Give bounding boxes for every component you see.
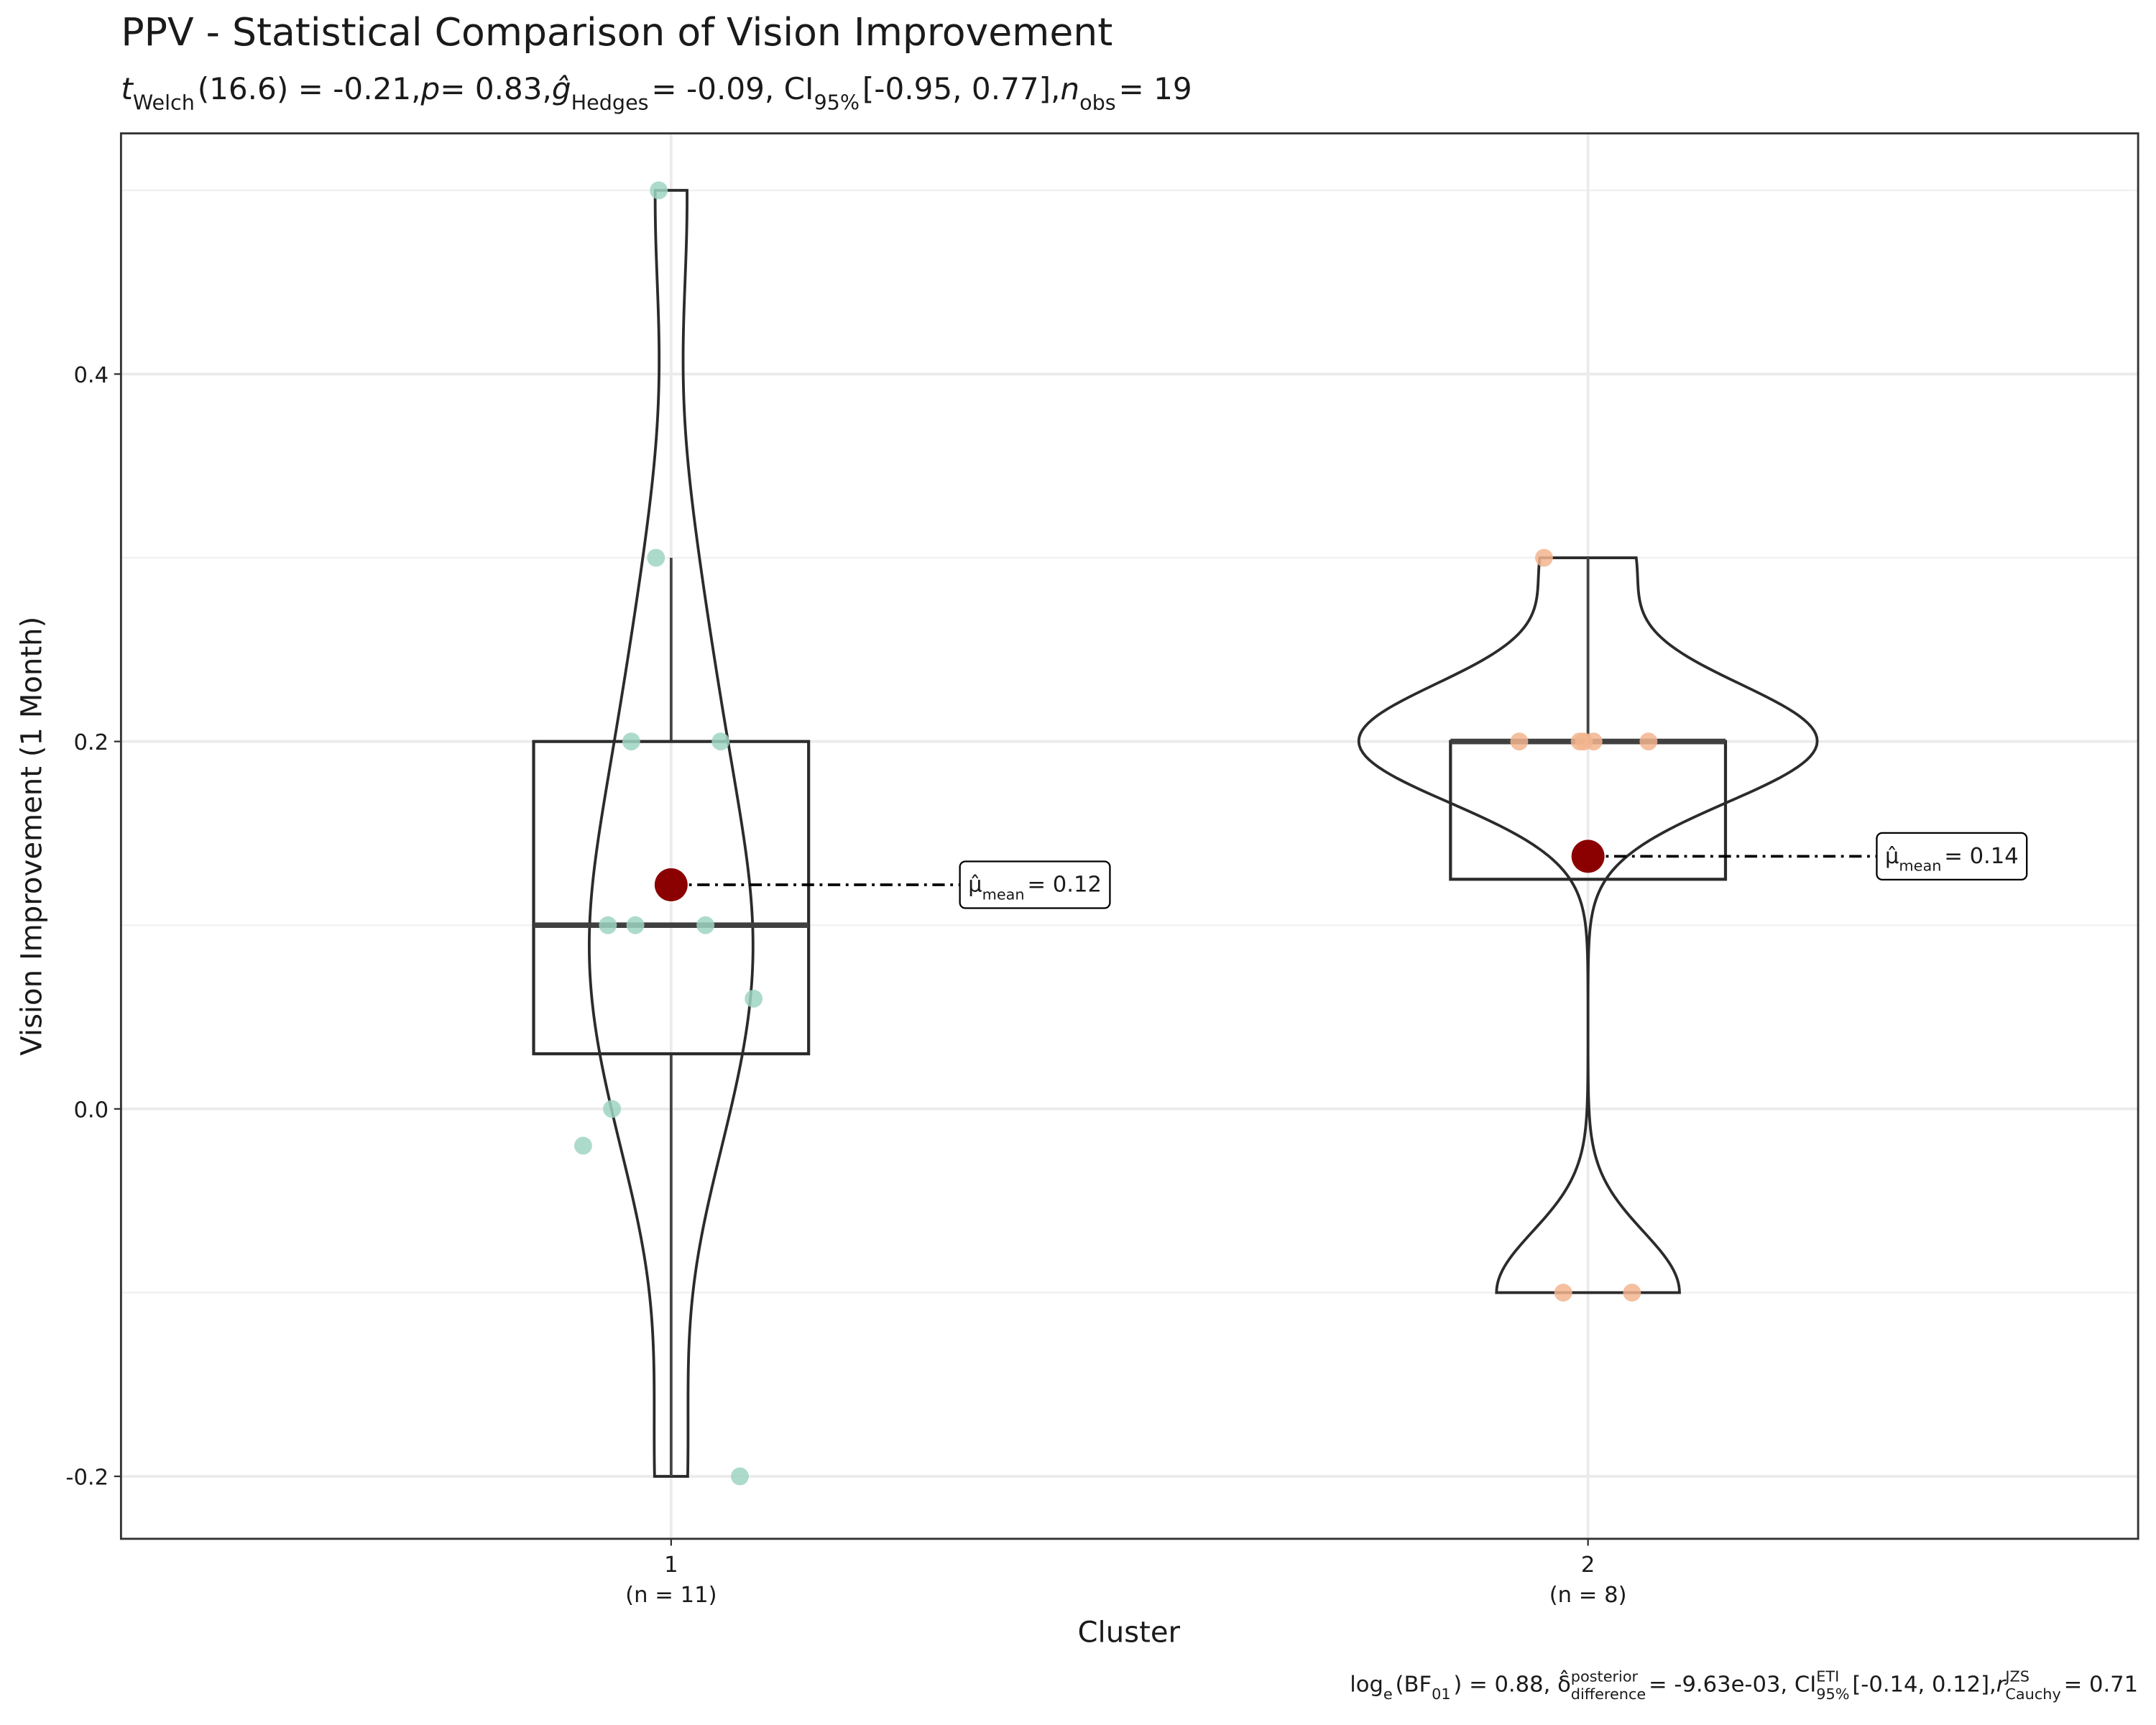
caption-part: ) = 0.88, δ̂ — [1453, 1670, 1570, 1698]
data-point — [603, 1100, 622, 1118]
mean-label-box — [959, 860, 1111, 909]
caption-part: log — [1350, 1672, 1383, 1697]
y-tick-label: -0.2 — [65, 1466, 109, 1491]
caption-subscript: 01 — [1432, 1685, 1450, 1703]
chart-title: PPV - Statistical Comparison of Vision I… — [121, 9, 1112, 55]
subtitle-subscript: Hedges — [571, 90, 649, 114]
data-point — [1534, 548, 1553, 567]
x-tick-sublabel: (n = 8) — [1549, 1583, 1627, 1608]
data-point — [1575, 732, 1593, 751]
mean-label-part: μ̂ — [968, 873, 982, 898]
caption-part: [-0.14, 0.12], — [1852, 1672, 1996, 1697]
mean-label-box — [1876, 832, 2028, 881]
data-point — [622, 732, 640, 751]
caption-part: = 0.71 — [2064, 1672, 2139, 1697]
x-tick-sublabel: (n = 11) — [625, 1583, 717, 1608]
data-point — [1554, 1284, 1572, 1302]
data-point — [1639, 732, 1658, 751]
data-point — [696, 916, 715, 934]
caption-subscript: Cauchy — [2005, 1685, 2060, 1703]
subtitle-part: = 19 — [1119, 71, 1192, 106]
x-axis-title: Cluster — [1078, 1616, 1181, 1649]
mean-point — [1571, 840, 1605, 873]
caption-superscript: ETI — [1816, 1668, 1839, 1685]
subtitle-part: (16.6) = -0.21, — [198, 71, 421, 106]
panel-border — [119, 132, 2139, 1540]
subtitle-part: = 0.83, — [440, 71, 552, 106]
mean-label: μ̂ mean = 0.12 — [968, 873, 1102, 903]
x-tick-label: 2 — [1581, 1552, 1595, 1578]
mean-label: μ̂ mean = 0.14 — [1885, 844, 2019, 875]
caption: log e (BF 01) = 0.88, δ̂ posteriordifference… — [1350, 1668, 2138, 1703]
caption-part: r — [1996, 1672, 2007, 1697]
data-point — [1510, 732, 1529, 751]
mean-point — [654, 868, 688, 901]
y-tick-label: 0.0 — [73, 1098, 109, 1123]
caption-subscript: e — [1383, 1685, 1393, 1703]
data-point — [647, 548, 665, 567]
caption-superscript: posterior — [1571, 1668, 1639, 1685]
subtitle-part: [-0.95, 0.77], — [862, 71, 1061, 106]
data-point — [711, 732, 730, 751]
data-point — [599, 916, 617, 934]
data-point — [745, 990, 763, 1008]
mean-label-part: = 0.12 — [1027, 873, 1102, 898]
subtitle-part: = -0.09, CI — [651, 71, 814, 106]
subtitle-subscript: obs — [1079, 90, 1116, 114]
subtitle-part: t — [121, 71, 134, 106]
subtitle-subscript: 95% — [814, 90, 860, 114]
data-point — [626, 916, 645, 934]
mean-label-part: μ̂ — [1885, 844, 1899, 869]
data-point — [573, 1136, 592, 1155]
data-point — [1623, 1284, 1641, 1302]
caption-part: (BF — [1396, 1672, 1432, 1697]
y-axis-title: Vision Improvement (1 Month) — [15, 617, 48, 1056]
caption-superscript: JZS — [2004, 1668, 2030, 1685]
caption-part: = -9.63e-03, CI — [1649, 1672, 1816, 1697]
mean-label-part: = 0.14 — [1944, 844, 2019, 869]
caption-subscript: difference — [1571, 1685, 1646, 1703]
caption-subscript: 95% — [1816, 1685, 1849, 1703]
subtitle-part: ĝ — [552, 71, 571, 106]
box — [532, 740, 811, 1056]
mean-label-subscript: mean — [1899, 857, 1941, 875]
subtitle-part: n — [1060, 71, 1079, 106]
subtitle-subscript: Welch — [133, 90, 195, 114]
mean-label-subscript: mean — [982, 886, 1025, 903]
data-point — [731, 1467, 749, 1486]
data-point — [650, 181, 668, 200]
y-tick-label: 0.2 — [73, 730, 109, 755]
x-tick-label: 1 — [664, 1552, 678, 1578]
y-tick-label: 0.4 — [73, 363, 109, 388]
subtitle-part: p — [420, 71, 441, 106]
subtitle: t Welch (16.6) = -0.21, p = 0.83, ĝ Hedges … — [121, 71, 1192, 115]
